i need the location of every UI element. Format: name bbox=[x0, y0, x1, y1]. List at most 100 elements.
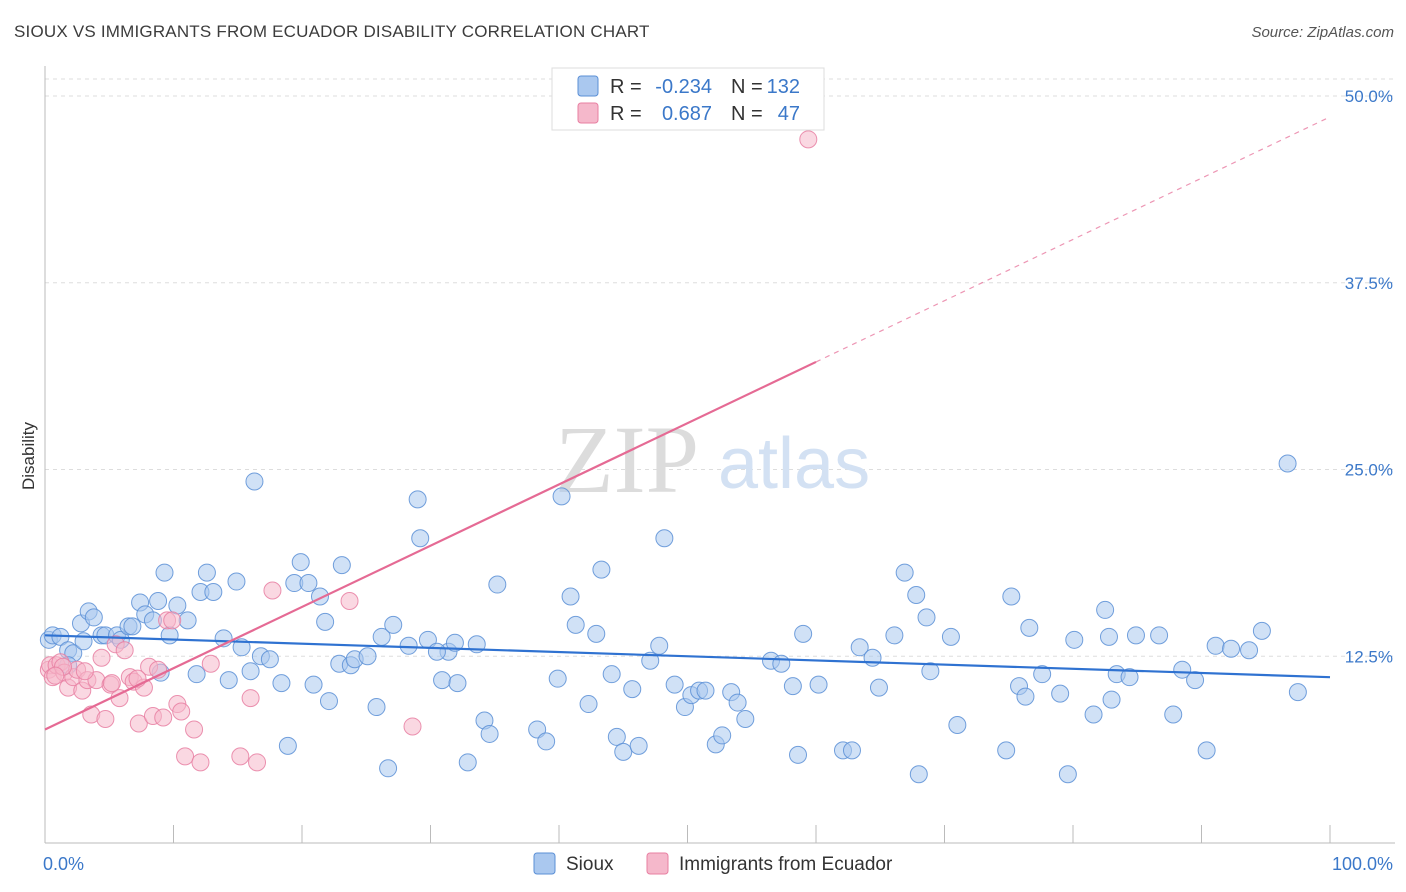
ecuador-point-32 bbox=[185, 720, 204, 739]
sioux-point-112 bbox=[1033, 665, 1052, 684]
sioux-point-35 bbox=[278, 736, 297, 755]
sioux-point-75 bbox=[607, 727, 626, 746]
sioux-point-103 bbox=[907, 585, 926, 604]
trend-lines bbox=[44, 116, 1331, 731]
ecuador-point-33 bbox=[191, 753, 210, 772]
axes bbox=[44, 66, 1395, 844]
sioux-point-39 bbox=[304, 675, 323, 694]
legend-n-value-ecuador: 47 bbox=[778, 103, 800, 125]
sioux-point-76 bbox=[614, 742, 633, 761]
sioux-point-17 bbox=[149, 591, 168, 610]
ecuador-point-36 bbox=[241, 689, 260, 708]
x-tick-labels: 0.0% 100.0% bbox=[43, 854, 1393, 874]
sioux-point-31 bbox=[245, 472, 264, 491]
sioux-point-114 bbox=[1065, 630, 1084, 649]
sioux-point-139 bbox=[1102, 690, 1121, 709]
sioux-point-50 bbox=[379, 759, 398, 778]
sioux-point-98 bbox=[850, 638, 869, 657]
sioux-point-77 bbox=[623, 680, 642, 699]
sioux-point-21 bbox=[178, 611, 197, 630]
sioux-point-111 bbox=[1020, 618, 1039, 637]
ecuador-point-31 bbox=[176, 747, 195, 766]
sioux-point-37 bbox=[291, 553, 310, 572]
bottom-legend-label-ecuador: Immigrants from Ecuador bbox=[679, 854, 893, 875]
source-label: Source: ZipAtlas.com bbox=[1251, 24, 1394, 41]
y-tick-label-1: 25.0% bbox=[1345, 461, 1393, 480]
sioux-point-80 bbox=[650, 636, 669, 655]
legend-swatch-sioux bbox=[577, 75, 599, 97]
sioux-point-119 bbox=[1120, 668, 1139, 687]
sioux-point-52 bbox=[399, 636, 418, 655]
legend-r-value-sioux: -0.234 bbox=[655, 76, 712, 98]
sioux-point-121 bbox=[1150, 626, 1169, 645]
sioux-point-63 bbox=[480, 724, 499, 743]
watermark-zip: ZIP bbox=[555, 406, 699, 513]
sioux-point-90 bbox=[728, 693, 747, 712]
sioux-point-99 bbox=[863, 648, 882, 667]
sioux-point-68 bbox=[552, 487, 571, 506]
sioux-point-71 bbox=[579, 695, 598, 714]
legend-n-label-sioux: N = bbox=[731, 76, 763, 98]
watermark-atlas: atlas bbox=[718, 424, 870, 504]
sioux-point-95 bbox=[794, 624, 813, 643]
ecuador-point-37 bbox=[248, 753, 267, 772]
sioux-point-44 bbox=[332, 556, 351, 575]
sioux-point-106 bbox=[941, 627, 960, 646]
sioux-point-117 bbox=[1099, 627, 1118, 646]
legend-r-label-ecuador: R = bbox=[610, 103, 642, 125]
sioux-point-126 bbox=[1206, 636, 1225, 655]
sioux-point-86 bbox=[696, 681, 715, 700]
sioux-point-130 bbox=[1278, 454, 1297, 473]
sioux-point-104 bbox=[917, 608, 936, 627]
legend-n-label-ecuador: N = bbox=[731, 103, 763, 125]
sioux-point-65 bbox=[528, 720, 547, 739]
ecuador-point-34 bbox=[201, 654, 220, 673]
sioux-point-7 bbox=[84, 608, 103, 627]
sioux-point-22 bbox=[187, 665, 206, 684]
sioux-point-82 bbox=[665, 675, 684, 694]
watermark: ZIP atlas bbox=[555, 406, 870, 513]
ecuador-point-26 bbox=[154, 708, 173, 727]
sioux-point-101 bbox=[885, 626, 904, 645]
sioux-point-108 bbox=[997, 741, 1016, 760]
ecuador-point-39 bbox=[340, 591, 359, 610]
y-tick-label-2: 37.5% bbox=[1345, 274, 1393, 293]
top-legend: R = -0.234 N = 132 R = 0.687 N = 47 bbox=[551, 67, 825, 131]
ecuador-point-30 bbox=[172, 702, 191, 721]
sioux-point-30 bbox=[241, 662, 260, 681]
sioux-point-100 bbox=[869, 678, 888, 697]
sioux-point-42 bbox=[319, 692, 338, 711]
sioux-point-105 bbox=[921, 662, 940, 681]
sioux-point-38 bbox=[299, 574, 318, 593]
bottom-legend-swatch-ecuador bbox=[646, 852, 669, 875]
sioux-point-129 bbox=[1252, 621, 1271, 640]
sioux-point-51 bbox=[384, 615, 403, 634]
legend-r-label-sioux: R = bbox=[610, 76, 642, 98]
sioux-point-124 bbox=[1186, 671, 1205, 690]
sioux-point-34 bbox=[272, 674, 291, 693]
ecuador-point-46 bbox=[46, 666, 65, 685]
sioux-point-27 bbox=[219, 671, 238, 690]
sioux-point-24 bbox=[197, 563, 216, 582]
sioux-point-67 bbox=[548, 669, 567, 688]
legend-swatch-ecuador bbox=[577, 102, 599, 124]
ecuador-point-14 bbox=[96, 709, 115, 728]
sioux-point-115 bbox=[1084, 705, 1103, 724]
y-tick-label-0: 12.5% bbox=[1345, 647, 1393, 666]
ecuador-point-44 bbox=[75, 662, 94, 681]
sioux-point-70 bbox=[566, 615, 585, 634]
ecuador-point-41 bbox=[799, 130, 818, 149]
sioux-point-125 bbox=[1197, 741, 1216, 760]
sioux-point-78 bbox=[629, 736, 648, 755]
sioux-point-128 bbox=[1240, 641, 1259, 660]
sioux-point-33 bbox=[260, 650, 279, 669]
trend-line-ecuador bbox=[44, 360, 817, 731]
sioux-point-41 bbox=[316, 612, 335, 631]
ecuador-point-38 bbox=[263, 581, 282, 600]
sioux-point-54 bbox=[411, 529, 430, 548]
sioux-point-96 bbox=[809, 675, 828, 694]
sioux-point-131 bbox=[1288, 683, 1307, 702]
sioux-point-88 bbox=[713, 726, 732, 745]
trend-line-sioux bbox=[44, 634, 1331, 679]
sioux-point-58 bbox=[445, 633, 464, 652]
